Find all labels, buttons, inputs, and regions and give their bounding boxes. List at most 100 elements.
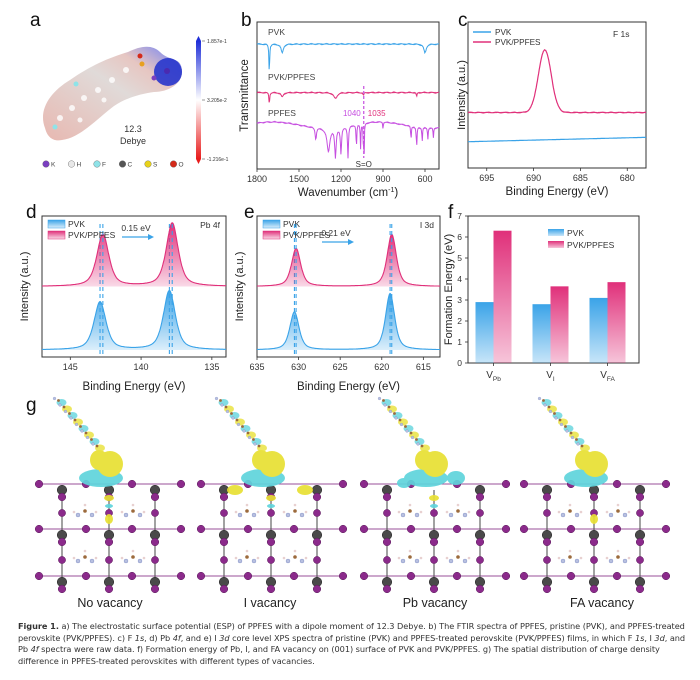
peak-label-1035: 1035 — [368, 109, 386, 118]
iodine-atom — [219, 492, 229, 502]
fa-carbon-atom — [568, 509, 572, 513]
iodine-atom — [452, 571, 462, 581]
y-tick-label: 4 — [457, 274, 462, 284]
iodine-atom — [519, 524, 529, 534]
fa-carbon-atom — [131, 555, 135, 559]
iodine-atom — [359, 479, 369, 489]
x-tick-label: 680 — [620, 173, 635, 183]
iodine-atom — [406, 571, 416, 581]
iodine-atom — [313, 556, 321, 564]
i3d-xps-chart: 635 630 625 620 615 Binding Energy (eV) Intens… — [234, 215, 441, 393]
dipole-unit: Debye — [120, 136, 146, 146]
caption-fragment: , d) Pb — [144, 632, 173, 643]
ftir-chart: 1800 1500 1200 900 600 Transmittance Wavenumbe… — [239, 21, 440, 199]
panel-a-letter: a — [30, 10, 41, 31]
iodine-atom — [475, 584, 485, 594]
structure-fa-vacancy — [519, 396, 671, 594]
iodine-atom — [312, 584, 322, 594]
fa-carbon-atom — [293, 555, 297, 559]
xps-line-pvk — [257, 292, 440, 351]
fa-carbon-atom — [408, 509, 412, 513]
shift-label: 0.15 eV — [121, 223, 151, 233]
iodine-atom — [81, 571, 91, 581]
iodine-atom — [176, 524, 186, 534]
iodine-atom — [266, 537, 276, 547]
fa-nitrogen-atom — [89, 512, 95, 518]
charge-density-isosurface — [541, 399, 608, 524]
iodine-atom — [661, 571, 671, 581]
esp-molecule-surface — [42, 46, 182, 141]
iodine-atom — [151, 509, 159, 517]
x-tick-label: VI — [546, 370, 555, 383]
atom-legend-label: F — [102, 162, 106, 169]
fa-nitrogen-atom — [137, 558, 143, 564]
structure-i-vacancy — [196, 396, 348, 594]
caption-fragment: a) The electrostatic surface potential (… — [18, 621, 685, 643]
iodine-atom — [430, 556, 438, 564]
iodine-atom — [34, 479, 44, 489]
x-tick-label: 140 — [134, 362, 149, 372]
iodine-atom — [127, 524, 137, 534]
iodine-atom — [220, 509, 228, 517]
vacancy-label-fa: FA vacancy — [570, 596, 634, 610]
fa-nitrogen-atom — [462, 558, 468, 564]
x-tick-label: 620 — [374, 362, 389, 372]
chart-title: I 3d — [420, 220, 434, 230]
xps-area-pvk — [257, 293, 440, 350]
iodine-atom — [104, 584, 114, 594]
fa-nitrogen-atom — [75, 558, 81, 564]
y-axis-label: Intensity (a.u.) — [234, 252, 246, 322]
iodine-atom — [150, 584, 160, 594]
iodine-atom — [219, 537, 229, 547]
iodine-atom — [383, 509, 391, 517]
bar-pvk-ppfes-pb — [493, 230, 512, 363]
iodine-atom — [566, 524, 576, 534]
colorbar-min-label: -1.216e-1 — [207, 157, 229, 163]
iodine-atom — [289, 571, 299, 581]
iodine-atom — [382, 584, 392, 594]
colorbar-mid-label: 3.205e-2 — [207, 98, 227, 104]
fa-carbon-atom — [456, 555, 460, 559]
bar-pvk-pb — [475, 302, 494, 363]
y-axis-label: Transmittance — [239, 59, 251, 131]
iodine-atom — [312, 537, 322, 547]
atom-h-icon — [67, 160, 75, 168]
iodine-atom — [196, 571, 206, 581]
iodine-atom — [176, 571, 186, 581]
x-tick-label: 1200 — [331, 174, 351, 184]
fa-nitrogen-atom — [622, 512, 628, 518]
iodine-atom — [243, 524, 253, 534]
iodine-atom — [57, 537, 67, 547]
fa-carbon-atom — [131, 509, 135, 513]
fa-nitrogen-atom — [299, 512, 305, 518]
iodine-atom — [57, 492, 67, 502]
atom-c-icon — [118, 160, 126, 168]
x-tick-label: 135 — [204, 362, 219, 372]
panel-f-letter: f — [448, 202, 454, 223]
ftir-line-pvk-ppfes — [256, 91, 440, 103]
legend-swatch — [548, 229, 564, 236]
fa-nitrogen-atom — [123, 512, 129, 518]
iodine-atom — [429, 584, 439, 594]
atom-legend-label: C — [128, 162, 133, 169]
fa-nitrogen-atom — [251, 512, 257, 518]
iodine-atom — [452, 524, 462, 534]
fa-nitrogen-atom — [400, 558, 406, 564]
y-axis-label: Intensity (a.u.) — [19, 252, 31, 322]
atom-o-icon — [169, 160, 177, 168]
panel-b-letter: b — [241, 10, 252, 31]
iodine-atom — [34, 524, 44, 534]
iodine-atom — [406, 524, 416, 534]
x-tick-label: 625 — [333, 362, 348, 372]
iodine-atom — [636, 556, 644, 564]
fa-nitrogen-atom — [574, 558, 580, 564]
pb4f-xps-chart: 145 140 135 Binding Energy (eV) Intensity (a… — [19, 215, 227, 393]
atom-legend-label: O — [179, 162, 184, 169]
y-tick-label: 1 — [457, 337, 462, 347]
iodine-atom — [338, 524, 348, 534]
atom-legend-label: K — [51, 162, 56, 169]
fa-nitrogen-atom — [237, 512, 243, 518]
fa-nitrogen-atom — [237, 558, 243, 564]
ftir-line-ppfes — [256, 120, 440, 159]
iodine-atom — [542, 584, 552, 594]
